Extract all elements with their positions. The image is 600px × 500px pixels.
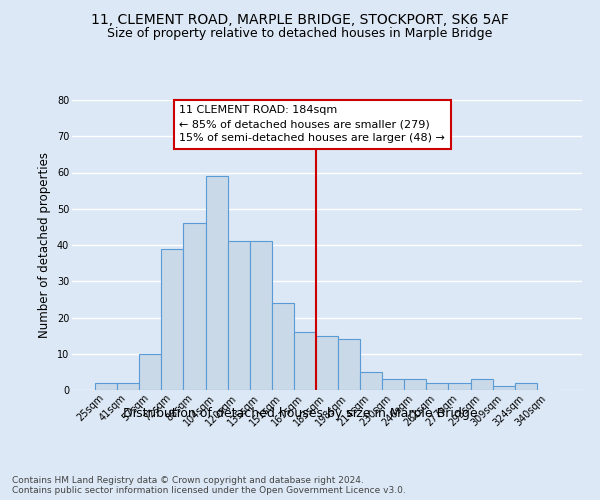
Bar — [382, 379, 404, 390]
Bar — [404, 379, 427, 390]
Bar — [95, 383, 117, 390]
Text: Distribution of detached houses by size in Marple Bridge: Distribution of detached houses by size … — [122, 408, 478, 420]
Text: 11, CLEMENT ROAD, MARPLE BRIDGE, STOCKPORT, SK6 5AF: 11, CLEMENT ROAD, MARPLE BRIDGE, STOCKPO… — [91, 12, 509, 26]
Bar — [272, 303, 294, 390]
Y-axis label: Number of detached properties: Number of detached properties — [38, 152, 51, 338]
Bar — [161, 248, 184, 390]
Bar — [206, 176, 227, 390]
Bar — [448, 383, 470, 390]
Bar — [470, 379, 493, 390]
Bar — [139, 354, 161, 390]
Bar — [294, 332, 316, 390]
Bar — [515, 383, 537, 390]
Bar — [360, 372, 382, 390]
Bar — [117, 383, 139, 390]
Bar — [227, 242, 250, 390]
Bar — [338, 339, 360, 390]
Bar — [316, 336, 338, 390]
Bar — [493, 386, 515, 390]
Text: Contains HM Land Registry data © Crown copyright and database right 2024.
Contai: Contains HM Land Registry data © Crown c… — [12, 476, 406, 495]
Bar — [427, 383, 448, 390]
Text: Size of property relative to detached houses in Marple Bridge: Size of property relative to detached ho… — [107, 28, 493, 40]
Text: 11 CLEMENT ROAD: 184sqm
← 85% of detached houses are smaller (279)
15% of semi-d: 11 CLEMENT ROAD: 184sqm ← 85% of detache… — [179, 106, 445, 144]
Bar — [250, 242, 272, 390]
Bar — [184, 223, 206, 390]
